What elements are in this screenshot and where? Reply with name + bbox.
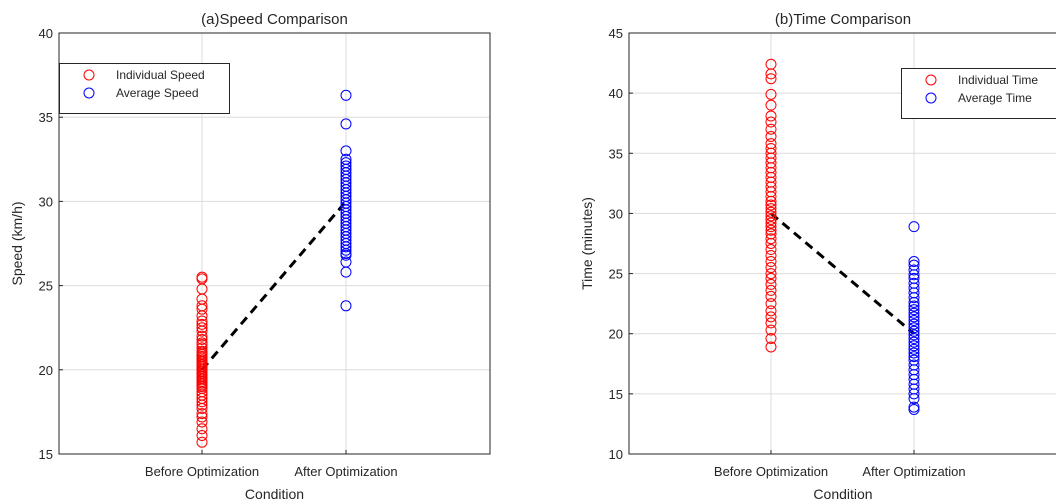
y-tick-label: 15 (609, 387, 623, 402)
legend-label: Average Time (958, 91, 1032, 105)
legend: Individual Time Average Time (902, 69, 1056, 119)
y-tick-label: 10 (609, 447, 623, 462)
chart-title: (a)Speed Comparison (201, 11, 348, 28)
y-axis-label: Time (minutes) (579, 197, 595, 290)
y-tick-label: 35 (609, 146, 623, 161)
legend: Individual Speed Average Speed (60, 64, 230, 114)
time-comparison-panel: (b)Time Comparison 10 15 20 25 30 35 40 45 Befor… (579, 11, 1056, 502)
x-tick-label: Before Optimization (714, 464, 828, 479)
y-axis-label: Speed (km/h) (9, 201, 25, 285)
x-tick-label: After Optimization (294, 464, 397, 479)
x-axis-label: Condition (813, 486, 872, 502)
y-tick-label: 20 (609, 327, 623, 342)
x-tick-label: Before Optimization (145, 464, 259, 479)
y-tick-label: 40 (609, 86, 623, 101)
x-axis-label: Condition (245, 486, 304, 502)
legend-label: Individual Speed (116, 68, 205, 82)
y-tick-label: 40 (39, 26, 53, 41)
y-tick-label: 25 (39, 279, 53, 294)
y-tick-label: 15 (39, 447, 53, 462)
speed-comparison-panel: (a)Speed Comparison 15 20 25 30 35 40 Before O… (9, 11, 490, 502)
legend-label: Average Speed (116, 86, 199, 100)
y-tick-label: 25 (609, 267, 623, 282)
legend-label: Individual Time (958, 73, 1038, 87)
x-tick-label: After Optimization (862, 464, 965, 479)
y-tick-label: 45 (609, 26, 623, 41)
y-tick-label: 20 (39, 363, 53, 378)
y-tick-label: 35 (39, 110, 53, 125)
chart-title: (b)Time Comparison (775, 11, 911, 28)
y-tick-label: 30 (609, 206, 623, 221)
y-tick-label: 30 (39, 194, 53, 209)
